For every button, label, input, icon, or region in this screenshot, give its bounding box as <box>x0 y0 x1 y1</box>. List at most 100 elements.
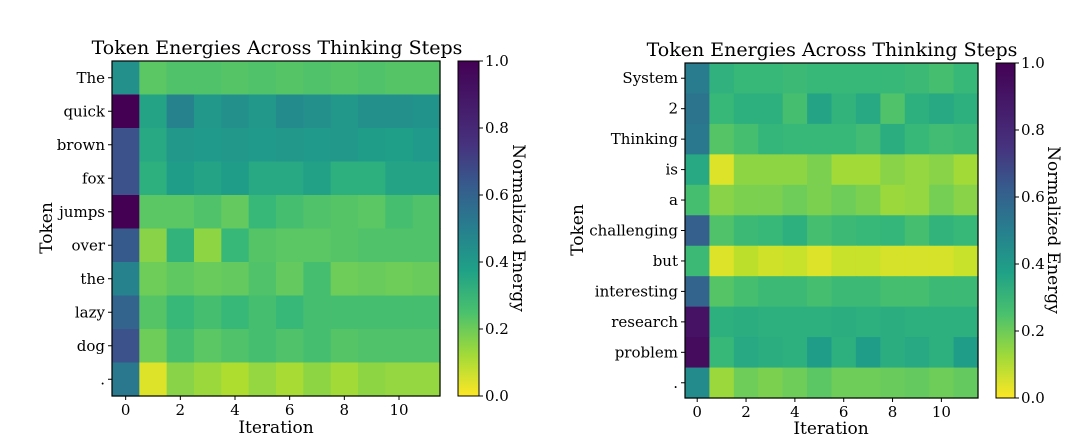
heatmap-cell <box>855 215 881 247</box>
heatmap-cell <box>733 215 759 247</box>
heatmap-cell <box>221 161 250 196</box>
heatmap-cell <box>112 362 140 397</box>
heatmap-cell <box>758 337 784 369</box>
heatmap-cell <box>248 61 277 96</box>
heatmap-cell <box>330 61 359 96</box>
y-tick-label: a <box>669 191 678 209</box>
y-tick-labels: System 2 Thinking is a challenging but interest… <box>589 69 685 392</box>
heatmap-cell <box>194 262 222 297</box>
colorbar-tick-label: 0.0 <box>1021 389 1045 407</box>
heatmap-cell <box>303 61 332 96</box>
heatmap-cell <box>166 94 195 129</box>
heatmap-cell <box>807 93 833 125</box>
heatmap-cell <box>166 61 195 96</box>
heatmap-cell <box>831 276 857 308</box>
heatmap-cell <box>855 63 881 95</box>
heatmap-cell <box>166 228 195 263</box>
heatmap-cell <box>929 215 955 247</box>
x-tick-labels: 0 2 4 6 8 10 <box>692 398 951 421</box>
heatmap-cell <box>194 61 222 96</box>
colorbar-gradient <box>457 60 480 397</box>
x-tick-label: 8 <box>888 403 898 421</box>
heatmap-cell <box>685 123 711 155</box>
x-tick-label: 8 <box>340 401 350 419</box>
heatmap-cell <box>358 295 386 330</box>
heatmap-cell <box>248 161 277 196</box>
heatmap-cell <box>303 329 332 364</box>
heatmap-cell <box>112 128 140 163</box>
heatmap-cell <box>248 362 277 397</box>
x-tick-label: 4 <box>230 401 240 419</box>
heatmap-cell <box>303 94 332 129</box>
colorbar-tick-label: 0.2 <box>485 320 509 338</box>
heatmap-cell <box>385 195 414 230</box>
heatmap-cell <box>303 362 332 397</box>
y-tick-label: interesting <box>595 282 679 300</box>
heatmap-cell <box>733 123 759 155</box>
x-tick-label: 4 <box>790 403 800 421</box>
heatmap-cell <box>112 61 140 96</box>
heatmap-cell <box>880 276 906 308</box>
heatmap-cell <box>733 245 759 277</box>
heatmap-cell <box>904 123 930 155</box>
heatmap-cell <box>194 329 222 364</box>
heatmap-cell <box>953 154 979 186</box>
heatmap-cell <box>758 245 784 277</box>
heatmap-cell <box>221 329 250 364</box>
x-tick-label: 0 <box>121 401 131 419</box>
heatmap-cell <box>880 215 906 247</box>
heatmap-cell <box>709 184 735 216</box>
heatmap-cell <box>807 215 833 247</box>
heatmap-cell <box>221 94 250 129</box>
heatmap-cell <box>112 228 140 263</box>
heatmap-cell <box>112 161 140 196</box>
heatmap-cell <box>733 276 759 308</box>
heatmap-cell <box>166 161 195 196</box>
heatmap-cell <box>276 94 304 129</box>
heatmap-cell <box>758 184 784 216</box>
y-tick-label: dog <box>77 337 106 355</box>
heatmap-cell <box>904 306 930 338</box>
heatmap-cell <box>685 367 711 399</box>
heatmap-cell <box>112 195 140 230</box>
heatmap-cell <box>385 362 414 397</box>
heatmap-cell <box>248 228 277 263</box>
y-tick-label: fox <box>82 169 106 187</box>
heatmap-cell <box>685 63 711 95</box>
heatmap-cell <box>412 329 441 364</box>
heatmap-cell <box>194 362 222 397</box>
colorbar-tick-label: 0.8 <box>485 119 509 137</box>
heatmap-cell <box>831 306 857 338</box>
heatmap-cell <box>904 154 930 186</box>
y-tick-label: quick <box>63 102 105 120</box>
y-tick-labels: The quick brown fox jumps over the lazy dog. <box>57 69 112 388</box>
heatmap-cell <box>709 337 735 369</box>
heatmap-cell <box>276 329 304 364</box>
heatmap-cell <box>276 362 304 397</box>
heatmap-cell <box>953 63 979 95</box>
heatmap-cell <box>782 184 808 216</box>
heatmap-cell <box>412 161 441 196</box>
heatmap-cell <box>880 367 906 399</box>
heatmap-cell <box>385 61 414 96</box>
x-axis-label: Iteration <box>793 419 868 439</box>
heatmap-cell <box>221 295 250 330</box>
heatmap-cell <box>733 93 759 125</box>
heatmap-cell <box>276 61 304 96</box>
chart-title: Token Energies Across Thinking Steps <box>647 39 1018 61</box>
x-tick-label: 2 <box>741 403 751 421</box>
heatmap-cell <box>166 295 195 330</box>
heatmap-cell <box>782 154 808 186</box>
colorbar-tick-label: 0.4 <box>485 253 509 271</box>
heatmap-cell <box>685 215 711 247</box>
heatmap-cell <box>139 61 168 96</box>
colorbar: 0.0 0.2 0.4 0.6 0.8 1.0 Normalized Energy <box>457 52 528 405</box>
heatmap-cell <box>831 245 857 277</box>
heatmap-cell <box>221 228 250 263</box>
heatmap-cell <box>330 228 359 263</box>
heatmap-cell <box>831 215 857 247</box>
heatmap-cell <box>855 367 881 399</box>
heatmap-cell <box>855 337 881 369</box>
heatmap-cell <box>248 262 277 297</box>
